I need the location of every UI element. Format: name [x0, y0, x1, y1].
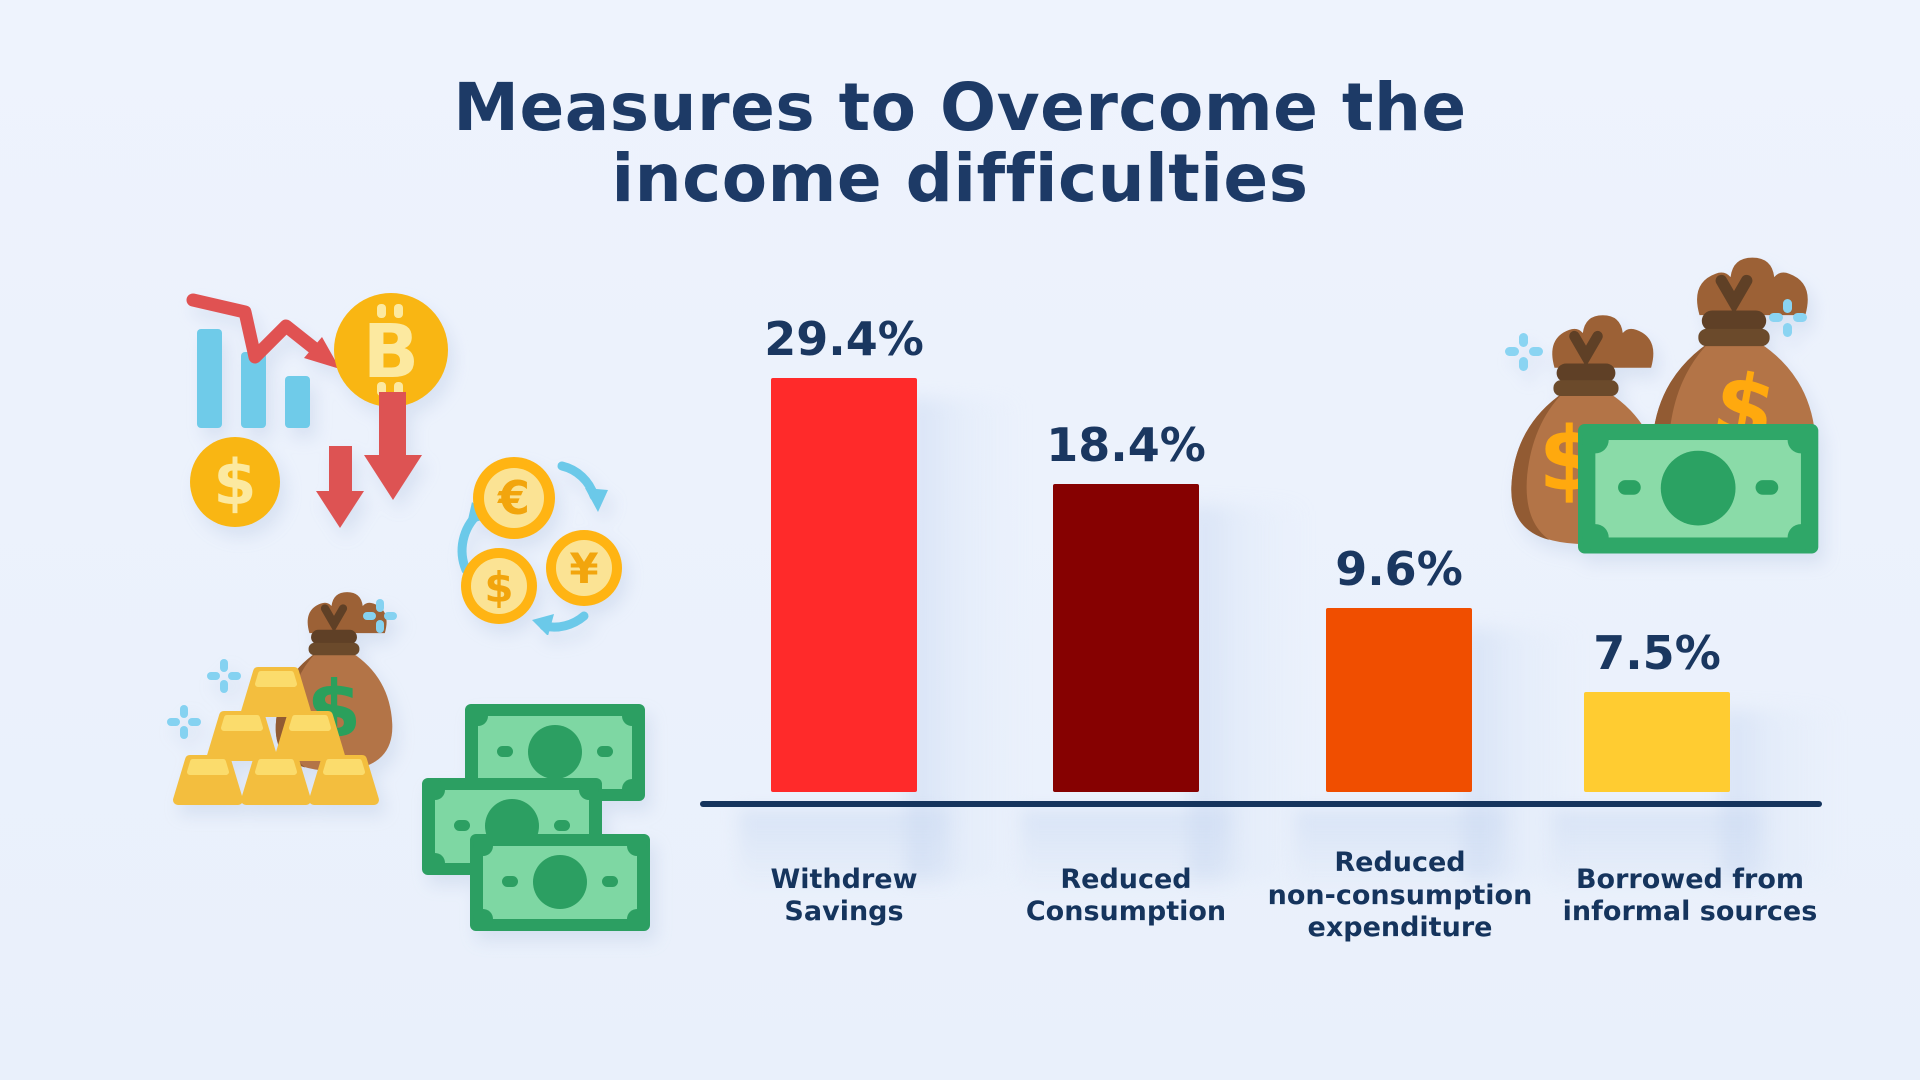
down-arrow-small	[316, 446, 364, 528]
value-label: 29.4%	[764, 312, 924, 366]
sparkle-icon	[207, 659, 241, 693]
cash-stack-icon	[422, 704, 650, 931]
title-line-1: Measures to Overcome the	[453, 69, 1467, 146]
bar-shadow-band	[907, 398, 1025, 880]
dollar-glyph: $	[213, 446, 256, 519]
crypto-decline-icon: B $	[186, 293, 448, 528]
euro-coin-icon: €	[473, 457, 555, 539]
mini-bar-3	[285, 376, 310, 428]
yen-coin-icon: ¥	[546, 530, 622, 606]
column-shadow-band	[1021, 810, 1231, 894]
column-shadow-band	[1552, 810, 1762, 894]
gold-bars-money-bag-icon: $	[167, 592, 397, 805]
banknote-large	[1578, 424, 1819, 554]
mini-bar-1	[197, 329, 222, 428]
bar-reduced-non-consumption	[1326, 608, 1472, 792]
euro-glyph: €	[497, 471, 530, 525]
bar-column-withdrew-savings: 29.4%	[764, 316, 924, 792]
sparkle-icon	[167, 705, 201, 739]
sparkle-icon	[1505, 333, 1543, 371]
sparkle-icon	[363, 599, 397, 633]
bar-reduced-consumption	[1053, 484, 1199, 792]
gold-bar-pyramid	[173, 667, 379, 805]
title-line-2: income difficulties	[611, 140, 1309, 217]
bar-withdrew-savings	[771, 378, 917, 792]
value-label: 9.6%	[1335, 542, 1463, 596]
bar-borrowed-informal	[1584, 692, 1730, 792]
category-label-reduced-consumption: Reduced Consumption	[1025, 863, 1227, 927]
trend-arrowhead	[304, 337, 340, 369]
yen-glyph: ¥	[569, 544, 598, 593]
down-arrow-large	[364, 392, 422, 500]
sparkle-icon	[1769, 299, 1807, 337]
page-title: Measures to Overcome the income difficul…	[0, 72, 1920, 214]
bar-column-reduced-non-consumption: 9.6%	[1326, 546, 1472, 792]
category-label-reduced-non-consumption: Reduced non-consumption expenditure	[1267, 847, 1533, 944]
bitcoin-glyph: B	[363, 309, 419, 395]
dollar-glyph: $	[484, 563, 513, 612]
banknote-front	[470, 834, 650, 931]
column-shadow-band	[739, 810, 949, 894]
category-label-withdrew-savings: Withdrew Savings	[770, 863, 918, 927]
category-label-borrowed-informal: Borrowed from informal sources	[1562, 863, 1818, 927]
chart-baseline	[700, 801, 1822, 807]
column-shadow-band	[1295, 810, 1505, 894]
decline-trend-arrow	[186, 293, 322, 364]
bar-column-reduced-consumption: 18.4%	[1046, 422, 1206, 792]
currency-exchange-icon: € ¥ $	[457, 457, 622, 635]
bitcoin-coin-icon: B	[334, 293, 448, 407]
value-label: 7.5%	[1593, 626, 1721, 680]
dollar-coin-icon: $	[461, 548, 537, 624]
money-bags-banknote-icon: $ $	[1505, 257, 1819, 554]
dollar-coin-icon: $	[190, 437, 280, 527]
bar-column-borrowed-informal: 7.5%	[1584, 630, 1730, 792]
mini-bar-2	[241, 352, 266, 428]
value-label: 18.4%	[1046, 418, 1206, 472]
banknote-back	[465, 704, 645, 801]
